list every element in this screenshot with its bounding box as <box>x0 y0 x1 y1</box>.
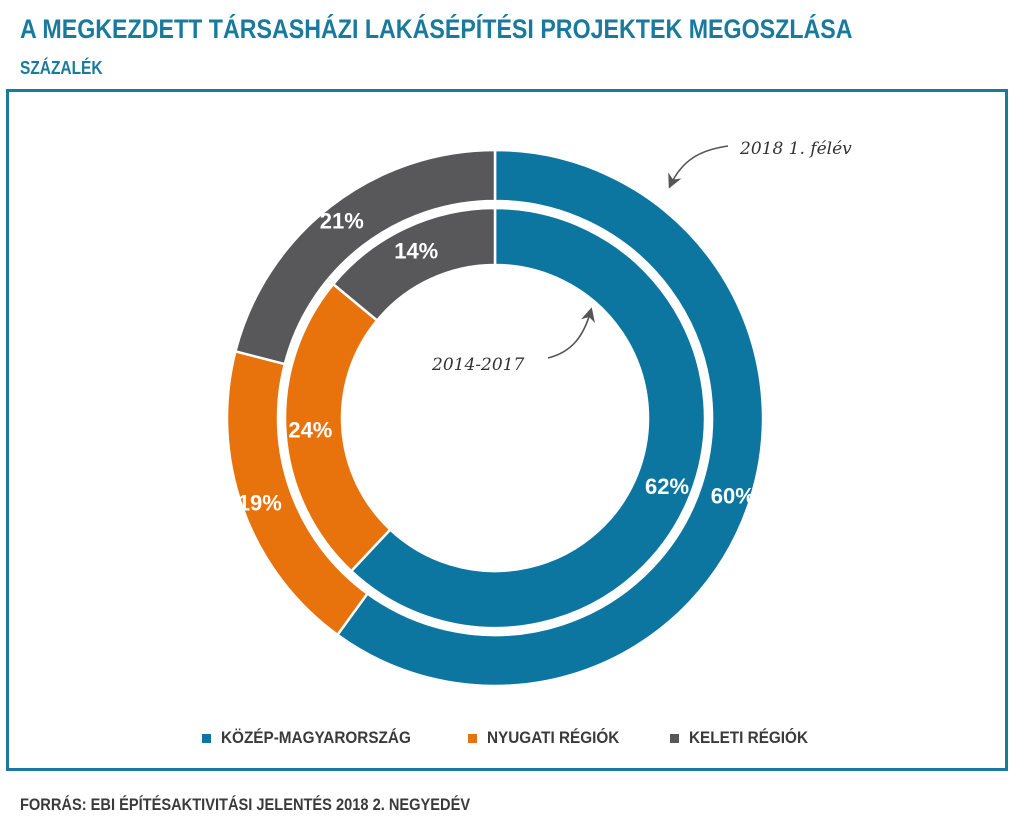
outer-ring <box>225 148 765 688</box>
outer-label-nyugati: 19% <box>238 491 282 516</box>
legend-item-nyugati: NYUGATI RÉGIÓK <box>468 728 634 748</box>
annotation-arrow-inner <box>547 307 595 359</box>
legend-swatch-kozep <box>202 733 212 743</box>
legend-item-keleti: KELETI RÉGIÓK <box>670 728 821 748</box>
legend-label: NYUGATI RÉGIÓK <box>487 728 620 747</box>
legend-label: KÖZÉP-MAGYARORSZÁG <box>221 728 412 747</box>
slice-labels: 60% 19% 21% 62% 24% 14% <box>238 208 755 515</box>
chart-title: A MEGKEZDETT TÁRSASHÁZI LAKÁSÉPÍTÉSI PRO… <box>20 14 853 44</box>
annotation-outer: 2018 1. félév <box>739 139 852 159</box>
inner-slice-kozep <box>349 206 707 630</box>
outer-slice-kozep <box>335 148 765 688</box>
annotation-inner: 2014-2017 <box>431 355 524 375</box>
annotation-arrow-outer <box>668 145 729 189</box>
source-note: FORRÁS: EBI ÉPÍTÉSAKTIVITÁSI JELENTÉS 20… <box>20 795 471 814</box>
chart-subtitle: SZÁZALÉK <box>20 58 103 78</box>
outer-slice-keleti <box>233 148 497 366</box>
inner-ring <box>283 206 707 630</box>
legend-swatch-nyugati <box>468 733 478 743</box>
legend: KÖZÉP-MAGYARORSZÁG NYUGATI RÉGIÓK KELETI… <box>0 728 1024 748</box>
outer-label-kozep: 60% <box>711 483 755 508</box>
inner-label-kozep: 62% <box>645 474 689 499</box>
legend-item-kozep: KÖZÉP-MAGYARORSZÁG <box>202 728 432 748</box>
inner-label-keleti: 14% <box>394 239 438 264</box>
inner-label-nyugati: 24% <box>288 418 332 443</box>
chart-frame <box>6 89 1008 771</box>
outer-label-keleti: 21% <box>320 208 364 233</box>
legend-label: KELETI RÉGIÓK <box>689 728 809 747</box>
inner-slice-keleti <box>331 206 497 323</box>
legend-swatch-keleti <box>670 733 680 743</box>
